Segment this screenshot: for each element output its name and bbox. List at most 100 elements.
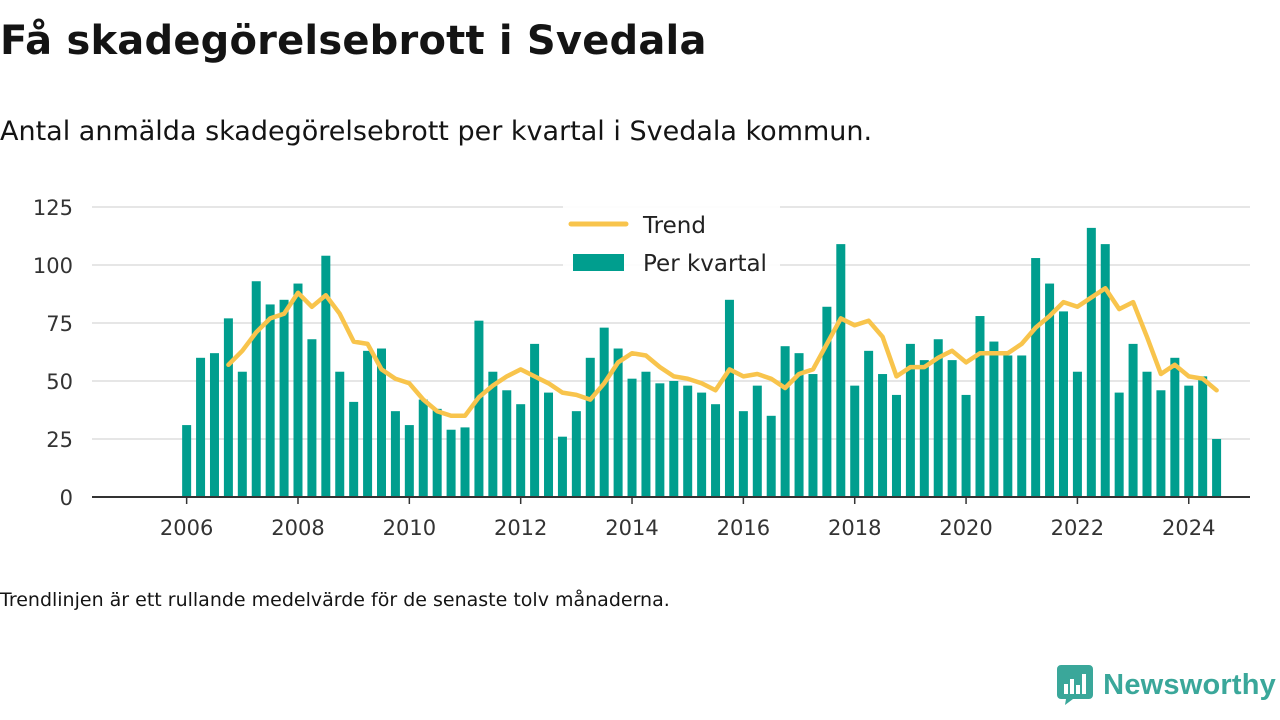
bar — [599, 327, 609, 497]
bar — [1017, 355, 1027, 497]
bar — [265, 304, 275, 497]
bar — [891, 394, 901, 497]
x-tick-label: 2012 — [494, 516, 547, 540]
bar — [1003, 355, 1013, 497]
bar — [363, 350, 373, 497]
x-tick-label: 2008 — [271, 516, 324, 540]
x-tick-label: 2006 — [160, 516, 213, 540]
bar — [919, 360, 929, 497]
bar — [947, 360, 957, 497]
bar — [1156, 390, 1166, 497]
bar — [1031, 258, 1041, 497]
bar — [502, 390, 512, 497]
bar — [1045, 283, 1055, 497]
bar — [377, 348, 386, 497]
legend-label-trend: Trend — [642, 213, 706, 239]
bar — [1058, 311, 1068, 497]
bar — [1212, 439, 1222, 497]
x-tick-label: 2020 — [939, 516, 992, 540]
bar — [432, 408, 442, 497]
bar — [752, 385, 762, 497]
bar-chart-logo-icon — [1057, 665, 1094, 705]
bar — [794, 353, 804, 497]
bar — [530, 343, 540, 497]
x-axis-ticks: 2006 2008 2010 2012 2014 2016 2018 2020 2022 2024 — [160, 497, 1215, 540]
y-tick-label: 25 — [46, 428, 73, 452]
bar — [1072, 371, 1082, 497]
trend-line — [226, 285, 1219, 419]
bar — [474, 320, 484, 497]
bar — [307, 339, 317, 497]
chart-title: Få skadegörelsebrott i Svedala — [0, 18, 707, 64]
bar — [196, 357, 206, 497]
newsworthy-logo: Newsworthy — [1057, 664, 1276, 706]
bar — [905, 343, 915, 497]
bar — [697, 392, 707, 497]
bar-series-per-kvartal — [182, 227, 1222, 497]
y-tick-label: 100 — [33, 254, 73, 278]
bar — [1142, 371, 1152, 497]
bar — [669, 381, 679, 497]
bar — [975, 316, 985, 497]
bar — [223, 318, 233, 497]
x-tick-label: 2010 — [383, 516, 436, 540]
chart-subtitle: Antal anmälda skadegörelsebrott per kvar… — [0, 116, 873, 147]
bar — [460, 427, 470, 497]
bar — [1170, 357, 1180, 497]
bar — [724, 299, 734, 497]
bar — [544, 392, 554, 497]
bar — [683, 385, 693, 497]
bar — [418, 399, 428, 497]
footnote: Trendlinjen är ett rullande medelvärde f… — [0, 589, 670, 611]
bar — [850, 385, 860, 497]
bar — [557, 436, 567, 497]
bar — [933, 339, 943, 497]
bar — [808, 374, 818, 497]
chart-legend: Trend Per kvartal — [563, 202, 780, 286]
x-tick-label: 2024 — [1162, 516, 1215, 540]
bar — [251, 281, 261, 497]
x-tick-label: 2014 — [605, 516, 658, 540]
bar — [822, 306, 832, 497]
bar — [571, 411, 581, 497]
bar — [655, 383, 665, 497]
bar — [237, 371, 247, 497]
x-tick-label: 2016 — [717, 516, 770, 540]
x-tick-label: 2022 — [1051, 516, 1104, 540]
bar — [641, 371, 651, 497]
legend-background — [563, 202, 780, 286]
bar — [293, 283, 303, 497]
bar — [488, 371, 498, 497]
y-tick-label: 0 — [60, 486, 73, 510]
bar — [182, 425, 192, 497]
bar — [446, 429, 456, 497]
y-tick-label: 50 — [46, 370, 73, 394]
bar — [1128, 343, 1138, 497]
bar — [1198, 376, 1208, 497]
x-tick-label: 2018 — [828, 516, 881, 540]
bar — [780, 346, 790, 497]
bar — [209, 353, 219, 497]
bar — [585, 357, 595, 497]
bar — [1086, 227, 1096, 497]
y-axis-ticks: 0 25 50 75 100 125 — [33, 196, 73, 510]
bar — [961, 394, 971, 497]
bar — [404, 425, 414, 497]
bar — [1184, 385, 1194, 497]
bar — [1114, 392, 1124, 497]
bar — [766, 415, 776, 497]
y-tick-label: 125 — [33, 196, 73, 220]
bar — [711, 404, 721, 497]
bar — [321, 255, 331, 497]
bar — [738, 411, 748, 497]
bar — [516, 404, 526, 497]
bar — [390, 411, 400, 497]
bar — [279, 299, 289, 497]
bar — [1100, 244, 1110, 497]
bar — [335, 371, 345, 497]
bar — [864, 350, 874, 497]
legend-swatch-per-kvartal — [573, 254, 624, 271]
bar — [836, 244, 846, 497]
line-series-trend — [226, 285, 1219, 419]
